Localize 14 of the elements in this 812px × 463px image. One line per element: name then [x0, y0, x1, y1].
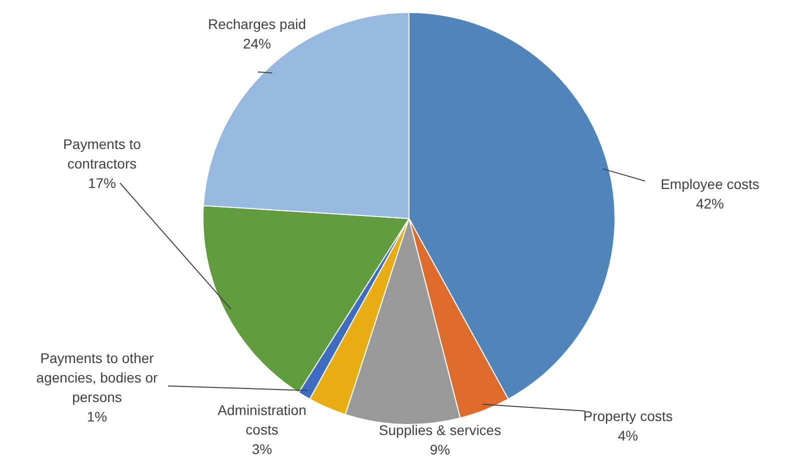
data-label: 24%: [242, 35, 272, 52]
data-label: 1%: [86, 408, 108, 424]
data-label: 9%: [430, 441, 450, 458]
slice-label: Payments to contractors: [63, 136, 142, 172]
data-label: 4%: [618, 427, 638, 444]
data-label: 42%: [696, 195, 724, 212]
data-label: 17%: [88, 174, 116, 191]
slice-label: Property costs: [583, 408, 673, 424]
slice-label: Payments to other agencies, bodies or persons: [36, 350, 158, 405]
slice-label: Administration costs: [218, 402, 306, 438]
slice-label: Supplies & services: [378, 422, 502, 438]
slice-label: Recharges paid: [208, 16, 306, 32]
slice-label: Employee costs: [660, 176, 760, 192]
data-label: 3%: [252, 440, 272, 457]
